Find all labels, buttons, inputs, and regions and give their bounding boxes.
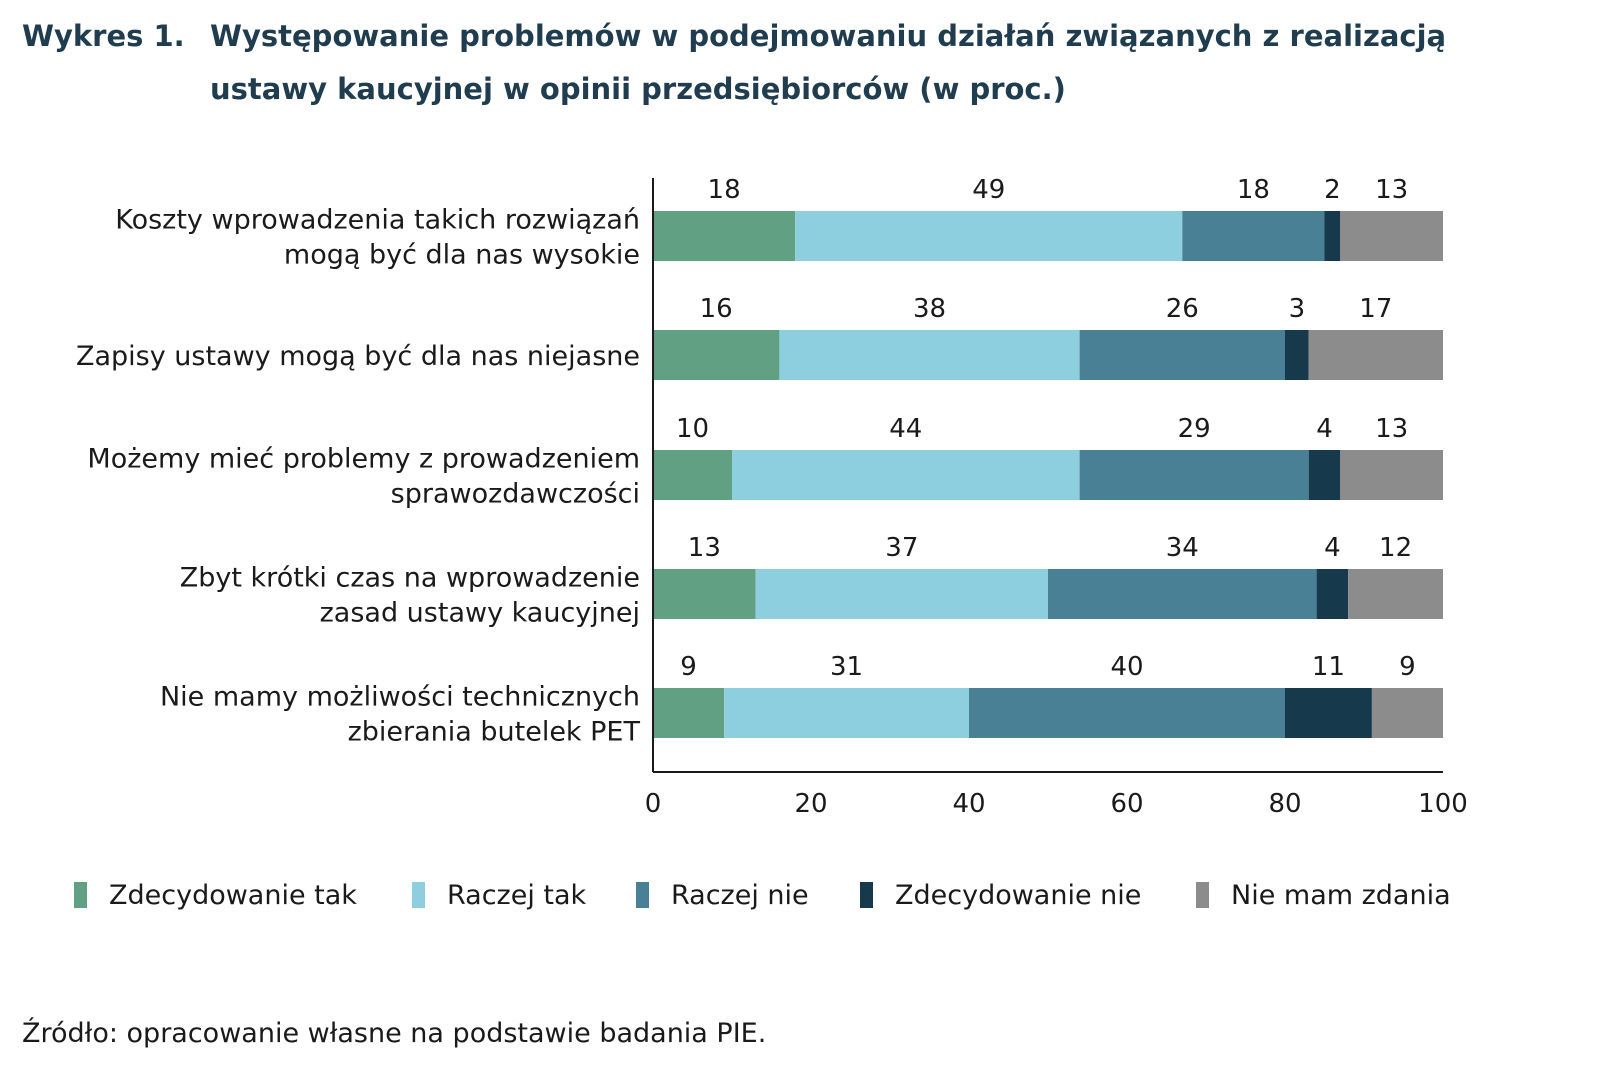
category-label: Zbyt krótki czas na wprowadzenie — [180, 563, 640, 594]
category-label: Koszty wprowadzenia takich rozwiązań — [115, 205, 640, 236]
data-label: 37 — [885, 533, 918, 563]
stacked-bar-chart: Koszty wprowadzenia takich rozwiązań mogą… — [76, 175, 1468, 819]
data-label: 16 — [700, 294, 733, 324]
category-label: zbierania butelek PET — [348, 717, 641, 748]
legend-label: Nie mam zdania — [1231, 879, 1451, 911]
legend-label: Zdecydowanie tak — [109, 879, 357, 911]
legend-swatch — [636, 882, 649, 908]
bar-segment — [653, 569, 756, 619]
x-tick-label: 0 — [645, 789, 662, 819]
bar-segment — [1308, 450, 1341, 500]
x-tick-label: 80 — [1268, 789, 1301, 819]
bar-segment — [653, 688, 725, 738]
bar-segment — [1079, 450, 1309, 500]
data-label: 40 — [1110, 652, 1143, 682]
data-label: 49 — [972, 175, 1005, 205]
bar-segment — [779, 330, 1080, 380]
data-label: 13 — [1375, 414, 1408, 444]
data-label: 9 — [680, 652, 697, 682]
category-label: mogą być dla nas wysokie — [284, 240, 640, 271]
bar-segment — [1079, 330, 1285, 380]
bar-segment — [1371, 688, 1443, 738]
category-label: Zapisy ustawy mogą być dla nas niejasne — [76, 341, 640, 372]
legend-swatch — [860, 882, 873, 908]
legend-item: Raczej nie — [636, 870, 809, 920]
category-label: Nie mamy możliwości technicznych — [160, 682, 640, 713]
bar-segment — [969, 688, 1285, 738]
x-tick-label: 60 — [1110, 789, 1143, 819]
bar-segment — [724, 688, 969, 738]
category-label: sprawozdawczości — [391, 479, 640, 510]
data-label: 4 — [1324, 533, 1341, 563]
bar-segment — [1285, 330, 1309, 380]
title-line-2: ustawy kaucyjnej w opinii przedsiębiorcó… — [210, 72, 1066, 106]
data-label: 11 — [1312, 652, 1345, 682]
data-label: 13 — [1375, 175, 1408, 205]
data-label: 13 — [688, 533, 721, 563]
data-label: 26 — [1166, 294, 1199, 324]
legend-swatch — [74, 882, 87, 908]
legend-label: Raczej tak — [447, 879, 587, 911]
bar-segment — [1340, 450, 1443, 500]
figure-number: Wykres 1. — [22, 19, 185, 53]
bar-segment — [1182, 211, 1325, 261]
legend-item: Zdecydowanie nie — [860, 870, 1141, 920]
legend-item: Raczej tak — [412, 870, 586, 920]
data-label: 10 — [676, 414, 709, 444]
title-line-1: Występowanie problemów w podejmowaniu dz… — [210, 19, 1447, 53]
data-label: 18 — [708, 175, 741, 205]
data-label: 17 — [1359, 294, 1392, 324]
bar-segment — [732, 450, 1080, 500]
x-tick-label: 40 — [952, 789, 985, 819]
legend-label: Raczej nie — [671, 879, 809, 911]
bar-segment — [1308, 330, 1443, 380]
category-label: Możemy mieć problemy z prowadzeniem — [87, 444, 640, 475]
bar-segment — [653, 450, 732, 500]
data-label: 18 — [1237, 175, 1270, 205]
legend-item: Nie mam zdania — [1196, 870, 1451, 920]
legend-label: Zdecydowanie nie — [895, 879, 1142, 911]
bar-segment — [795, 211, 1183, 261]
bar-segment — [755, 569, 1048, 619]
data-label: 44 — [889, 414, 922, 444]
bar-segment — [1285, 688, 1372, 738]
x-tick-label: 20 — [794, 789, 827, 819]
data-label: 3 — [1289, 294, 1306, 324]
bar-segment — [1348, 569, 1443, 619]
legend-item: Zdecydowanie tak — [74, 870, 357, 920]
bar-segment — [1340, 211, 1443, 261]
legend-swatch — [412, 882, 425, 908]
legend-swatch — [1196, 882, 1209, 908]
data-label: 38 — [913, 294, 946, 324]
source-note: Źródło: opracowanie własne na podstawie … — [22, 1018, 767, 1049]
x-tick-label: 100 — [1418, 789, 1468, 819]
chart-legend: Zdecydowanie tak Raczej tak Raczej nie Zdec… — [0, 870, 1605, 920]
data-label: 4 — [1316, 414, 1333, 444]
bar-segment — [653, 211, 796, 261]
category-label: zasad ustawy kaucyjnej — [320, 598, 640, 629]
data-label: 29 — [1178, 414, 1211, 444]
data-label: 2 — [1324, 175, 1341, 205]
bar-segment — [1324, 211, 1341, 261]
data-label: 34 — [1166, 533, 1199, 563]
data-label: 12 — [1379, 533, 1412, 563]
data-label: 31 — [830, 652, 863, 682]
bar-segment — [1048, 569, 1317, 619]
bar-segment — [1316, 569, 1349, 619]
data-label: 9 — [1399, 652, 1416, 682]
bar-segment — [653, 330, 780, 380]
